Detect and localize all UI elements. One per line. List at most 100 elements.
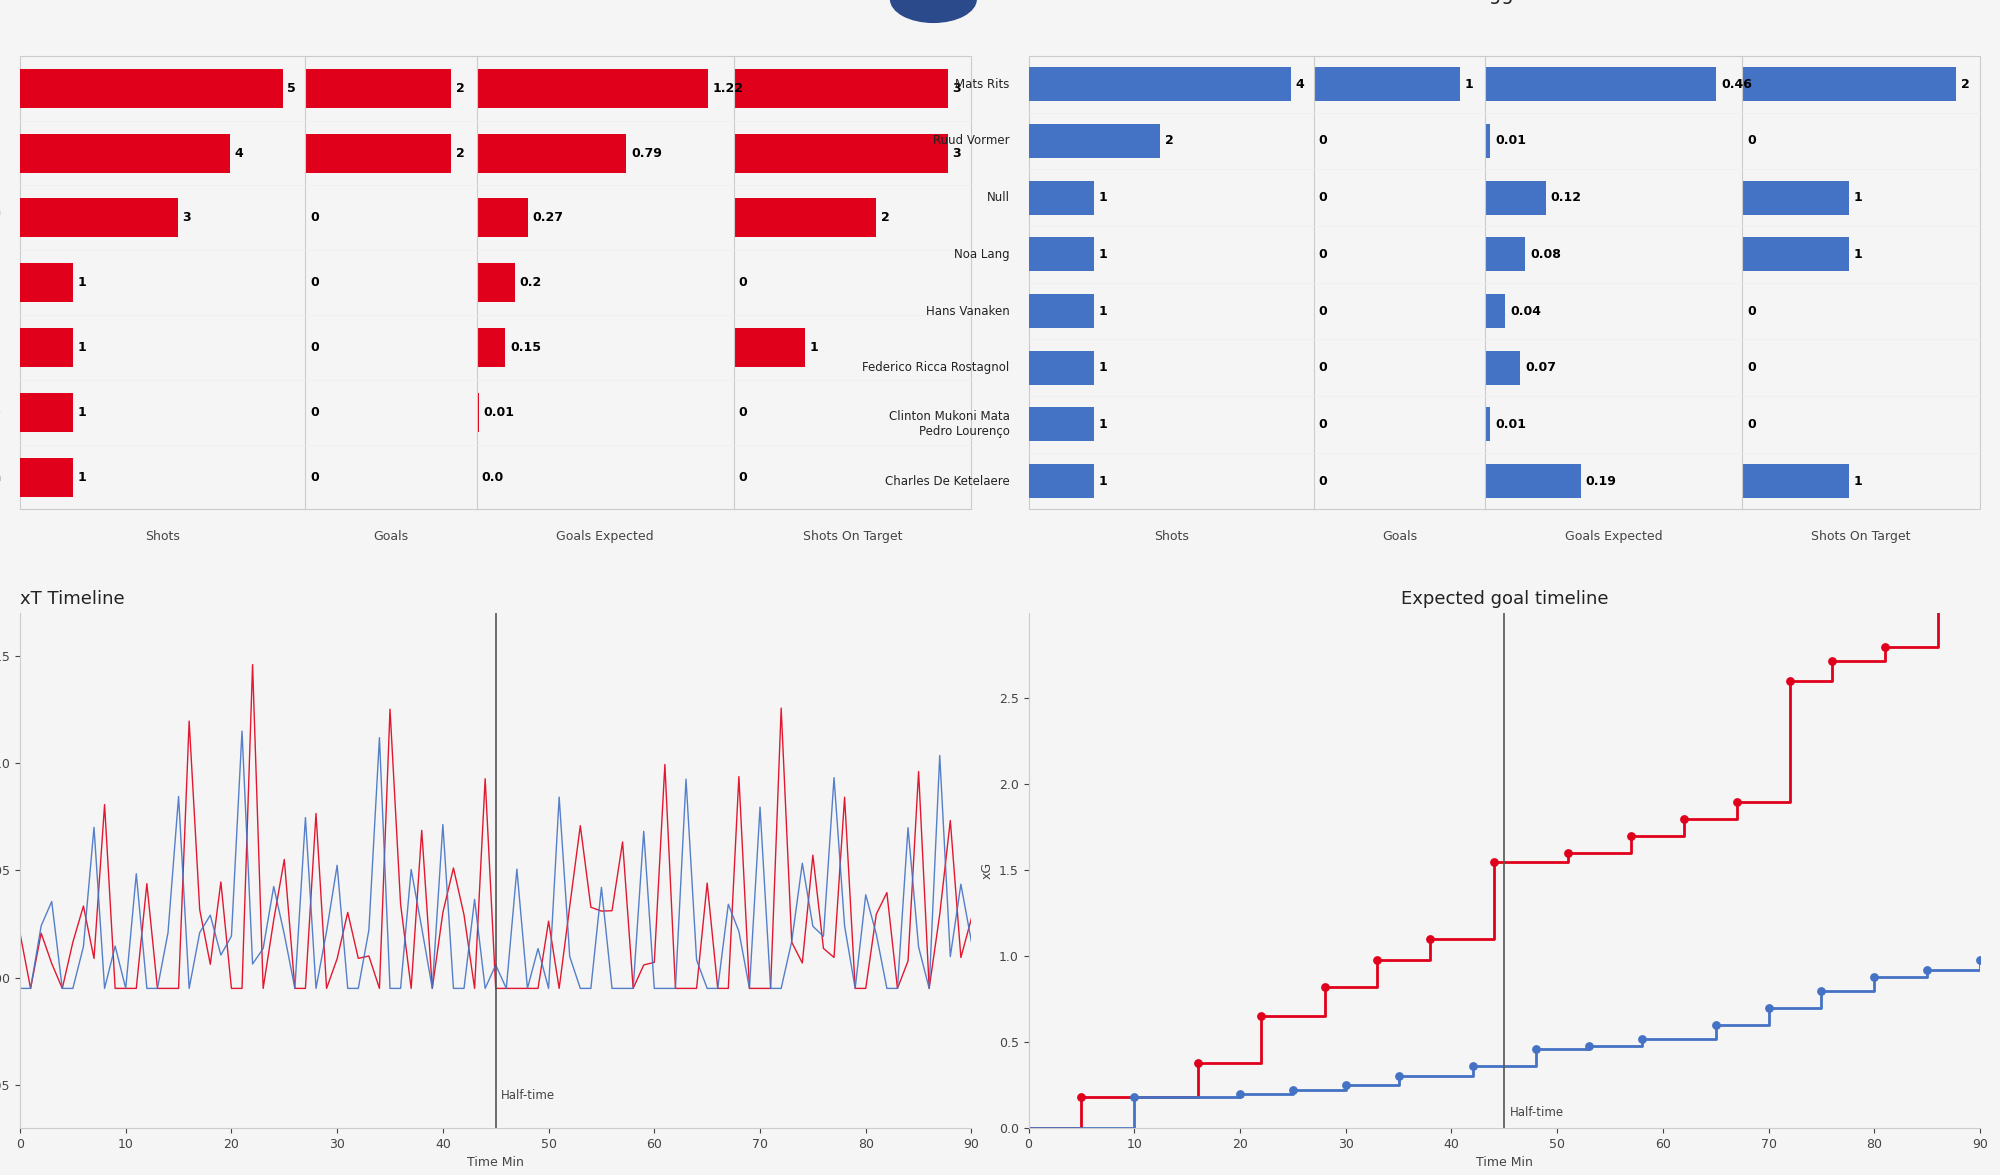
Text: 0: 0 bbox=[1318, 475, 1328, 488]
Bar bbox=[20, 457, 72, 497]
Bar bbox=[1028, 294, 1094, 328]
Text: 0: 0 bbox=[310, 470, 318, 484]
Point bbox=[1362, 951, 1394, 969]
Text: 3: 3 bbox=[952, 147, 962, 160]
Point bbox=[1954, 494, 1986, 512]
Text: 1: 1 bbox=[1098, 192, 1108, 204]
Text: 0.01: 0.01 bbox=[484, 405, 514, 418]
Point bbox=[1182, 1053, 1214, 1072]
Point bbox=[1616, 826, 1648, 845]
Point bbox=[1964, 951, 1996, 969]
Text: 2: 2 bbox=[882, 212, 890, 224]
Point bbox=[1118, 1088, 1150, 1107]
Text: Ruud Vormer: Ruud Vormer bbox=[932, 134, 1010, 147]
Point bbox=[1816, 651, 1848, 670]
Text: 0.2: 0.2 bbox=[520, 276, 542, 289]
Point bbox=[1246, 1007, 1278, 1026]
Bar bbox=[476, 134, 626, 173]
Text: 0.0: 0.0 bbox=[482, 470, 504, 484]
Bar bbox=[1486, 464, 1580, 498]
Text: 1: 1 bbox=[78, 405, 86, 418]
Text: 0: 0 bbox=[1746, 304, 1756, 317]
Text: 0: 0 bbox=[1318, 134, 1328, 147]
Circle shape bbox=[890, 0, 976, 22]
Text: 1: 1 bbox=[1854, 475, 1862, 488]
Text: 0: 0 bbox=[1318, 192, 1328, 204]
Text: 0: 0 bbox=[738, 276, 748, 289]
Bar bbox=[1742, 181, 1850, 215]
Text: 1: 1 bbox=[78, 276, 86, 289]
Point bbox=[1308, 978, 1340, 996]
Bar bbox=[1028, 181, 1094, 215]
Bar bbox=[1028, 123, 1160, 157]
Bar bbox=[476, 263, 514, 302]
Text: Shots On Target: Shots On Target bbox=[802, 530, 902, 543]
Text: 1: 1 bbox=[810, 341, 818, 354]
Point bbox=[1276, 1081, 1308, 1100]
X-axis label: Time Min: Time Min bbox=[1476, 1156, 1532, 1169]
Bar bbox=[476, 328, 506, 367]
Text: 0.27: 0.27 bbox=[532, 212, 564, 224]
Bar bbox=[734, 199, 876, 237]
Text: 0: 0 bbox=[738, 470, 748, 484]
Bar bbox=[20, 199, 178, 237]
Text: Half-time: Half-time bbox=[502, 1089, 556, 1102]
Text: 0.15: 0.15 bbox=[510, 341, 540, 354]
Text: 1: 1 bbox=[78, 341, 86, 354]
Text: 3: 3 bbox=[182, 212, 190, 224]
Text: Half-time: Half-time bbox=[1510, 1107, 1564, 1120]
Text: 0: 0 bbox=[310, 341, 318, 354]
Bar bbox=[1742, 67, 1956, 101]
Bar bbox=[306, 69, 452, 108]
Bar bbox=[1028, 464, 1094, 498]
Bar bbox=[1486, 350, 1520, 384]
Text: 5: 5 bbox=[288, 82, 296, 95]
Bar bbox=[476, 199, 528, 237]
Text: 0: 0 bbox=[1746, 418, 1756, 431]
Text: 0: 0 bbox=[1746, 134, 1756, 147]
Text: 0: 0 bbox=[1746, 361, 1756, 374]
Text: 1: 1 bbox=[1098, 475, 1108, 488]
Bar bbox=[1486, 237, 1526, 271]
Bar bbox=[1028, 56, 1980, 510]
Text: 1: 1 bbox=[1098, 361, 1108, 374]
Point bbox=[1720, 792, 1752, 811]
Text: 0: 0 bbox=[1318, 361, 1328, 374]
Text: 0.79: 0.79 bbox=[632, 147, 662, 160]
Point bbox=[1806, 981, 1838, 1000]
Text: Shots: Shots bbox=[1154, 530, 1188, 543]
Text: 1: 1 bbox=[1854, 248, 1862, 261]
Point bbox=[1868, 638, 1900, 657]
Text: Goals: Goals bbox=[374, 530, 408, 543]
Text: 4: 4 bbox=[1296, 78, 1304, 90]
Text: Shots On Target: Shots On Target bbox=[1812, 530, 1910, 543]
Bar bbox=[306, 134, 452, 173]
Bar bbox=[1314, 67, 1460, 101]
Point bbox=[1382, 1067, 1414, 1086]
Bar bbox=[20, 392, 72, 431]
Text: 0: 0 bbox=[738, 405, 748, 418]
Bar bbox=[20, 263, 72, 302]
Text: Mats Rits: Mats Rits bbox=[956, 78, 1010, 90]
Text: 0: 0 bbox=[1318, 248, 1328, 261]
Point bbox=[1224, 1085, 1256, 1103]
Text: 0.04: 0.04 bbox=[1510, 304, 1542, 317]
Text: Hans Vanaken: Hans Vanaken bbox=[926, 304, 1010, 317]
Title: Expected goal timeline: Expected goal timeline bbox=[1400, 590, 1608, 609]
X-axis label: Time Min: Time Min bbox=[468, 1156, 524, 1169]
Bar bbox=[1028, 67, 1292, 101]
Bar bbox=[20, 328, 72, 367]
Text: Null: Null bbox=[986, 192, 1010, 204]
Point bbox=[1626, 1029, 1658, 1048]
Text: 0.01: 0.01 bbox=[1496, 134, 1526, 147]
Text: 1: 1 bbox=[1098, 418, 1108, 431]
Text: 0.01: 0.01 bbox=[1496, 418, 1526, 431]
Bar bbox=[1028, 408, 1094, 442]
Point bbox=[1572, 1036, 1604, 1055]
Text: 2: 2 bbox=[456, 147, 464, 160]
Text: 0: 0 bbox=[1318, 418, 1328, 431]
Text: 1: 1 bbox=[1854, 192, 1862, 204]
Point bbox=[1774, 672, 1806, 691]
Point bbox=[1752, 999, 1784, 1018]
Text: Federico Ricca Rostagnol: Federico Ricca Rostagnol bbox=[862, 361, 1010, 374]
